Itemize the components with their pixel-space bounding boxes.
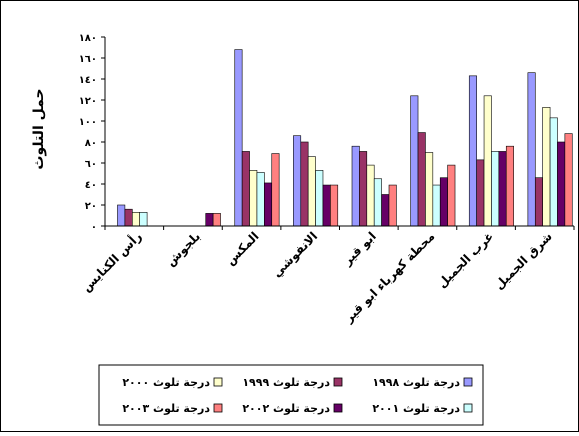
bar-series5-cat5 <box>381 194 390 227</box>
bar-series6-cat4 <box>330 184 339 227</box>
y-tick-label: ٠ <box>91 222 97 233</box>
y-tick-label: ١٦٠ <box>79 54 97 65</box>
bar-series3-cat7 <box>483 95 492 227</box>
bar-series5-cat3 <box>264 182 273 227</box>
bar-series1-cat1 <box>117 204 126 227</box>
legend-swatch-4 <box>463 403 473 413</box>
x-category-label: رأس الكنايس <box>79 228 145 294</box>
bar-series6-cat8 <box>564 133 573 227</box>
bar-series3-cat6 <box>425 152 434 227</box>
bar-series1-cat4 <box>293 135 302 227</box>
bar-series3-cat4 <box>307 156 316 227</box>
bar-series3-cat5 <box>366 164 375 227</box>
x-category-label: شرق الجميل <box>492 229 555 292</box>
bar-series4-cat5 <box>373 178 382 227</box>
bar-series6-cat3 <box>271 153 280 227</box>
legend: درجة تلوث ١٩٩٨ درجة تلوث ١٩٩٩ درجة تلوث ٢٠… <box>98 364 484 426</box>
bar-series1-cat3 <box>234 49 243 227</box>
bar-series1-cat8 <box>527 72 536 227</box>
legend-swatch-6 <box>213 403 223 413</box>
bar-series4-cat8 <box>549 117 558 227</box>
bar-series4-cat1 <box>139 212 148 227</box>
legend-label-4: درجة تلوث ٢٠٠١ <box>372 402 460 415</box>
bar-series2-cat7 <box>476 159 485 227</box>
bar-series6-cat7 <box>505 145 514 227</box>
bar-series4-cat7 <box>491 151 500 227</box>
legend-swatch-1 <box>463 377 473 387</box>
bar-series6-cat6 <box>447 164 456 227</box>
x-axis: رأس الكنايس بلجوش المكس الانفوشي ابو قيرمحطة… <box>79 225 575 326</box>
y-axis-title: حمل التلوث <box>31 88 47 169</box>
bar-series3-cat3 <box>249 170 258 227</box>
bar-series5-cat2 <box>205 213 214 227</box>
bar-series2-cat5 <box>359 151 368 227</box>
bar-series6-cat5 <box>388 184 397 227</box>
bar-series2-cat4 <box>300 141 309 227</box>
bar-series5-cat4 <box>322 184 331 227</box>
y-tick-label: ٦٠ <box>85 159 97 170</box>
y-tick-label: ١٨٠ <box>79 33 97 44</box>
x-category-label: غرب الجميل <box>435 229 496 290</box>
y-tick-label: ١٢٠ <box>79 96 97 107</box>
bar-series4-cat6 <box>432 184 441 227</box>
bar-series1-cat7 <box>468 75 477 227</box>
legend-swatch-5 <box>333 403 343 413</box>
bar-series3-cat8 <box>542 107 551 227</box>
legend-label-5: درجة تلوث ٢٠٠٢ <box>242 402 330 415</box>
legend-label-6: درجة تلوث ٢٠٠٣ <box>122 402 210 415</box>
legend-label-2: درجة تلوث ١٩٩٩ <box>242 376 330 389</box>
bar-series2-cat6 <box>417 132 426 227</box>
y-tick-label: ٤٠ <box>85 180 97 191</box>
x-category-label: الانفوشي <box>270 229 321 280</box>
bar-series6-cat2 <box>212 213 221 227</box>
legend-swatch-3 <box>213 377 223 387</box>
y-tick-label: ١٠٠ <box>79 117 97 128</box>
bar-series1-cat6 <box>410 95 419 227</box>
bar-series1-cat5 <box>351 145 360 227</box>
legend-label-1: درجة تلوث ١٩٩٨ <box>372 376 460 389</box>
bar-series5-cat8 <box>557 141 566 227</box>
y-axis: ٠ ٢٠ ٤٠ ٦٠ ٨٠ ١٠٠ ١٢٠ ١٤٠ ١٦٠ ١٨٠ <box>79 33 106 233</box>
bar-series5-cat6 <box>439 177 448 227</box>
x-category-label: المكس <box>223 229 262 268</box>
bar-series4-cat3 <box>256 172 265 227</box>
y-tick-label: ١٤٠ <box>79 75 97 86</box>
legend-label-3: درجة تلوث ٢٠٠٠ <box>122 376 210 389</box>
y-tick-label: ٨٠ <box>85 138 97 149</box>
legend-swatch-2 <box>333 377 343 387</box>
legend-box <box>98 364 484 426</box>
x-category-label: ابو قير <box>340 229 380 269</box>
bar-series5-cat7 <box>498 151 507 227</box>
y-tick-label: ٢٠ <box>85 201 97 212</box>
plot-area <box>117 49 573 227</box>
bar-series2-cat1 <box>124 208 133 227</box>
bar-series4-cat4 <box>315 170 324 227</box>
bar-series2-cat3 <box>241 151 250 227</box>
bar-series3-cat1 <box>132 212 141 227</box>
x-category-label: بلجوش <box>163 229 203 269</box>
bar-series2-cat8 <box>534 177 543 227</box>
